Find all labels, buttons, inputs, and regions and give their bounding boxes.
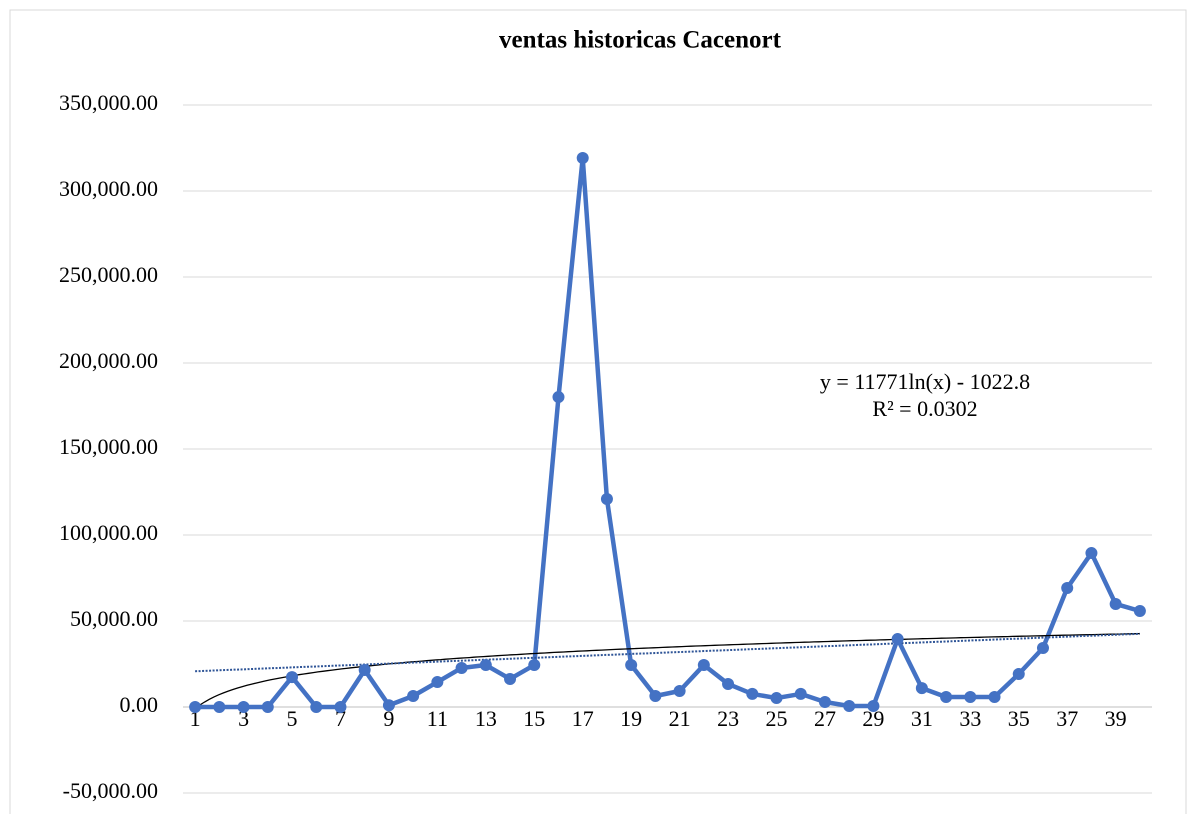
data-point — [770, 692, 783, 705]
x-tick-label: 31 — [911, 706, 933, 731]
data-point — [382, 699, 395, 712]
data-point — [843, 699, 856, 712]
chart-border — [9, 9, 1187, 814]
x-tick-label: 7 — [335, 706, 346, 731]
data-point — [504, 672, 517, 685]
data-point — [818, 696, 831, 709]
x-tick-label: 37 — [1056, 706, 1078, 731]
data-point — [455, 661, 468, 674]
x-tick-label: 29 — [862, 706, 884, 731]
x-tick-label: 15 — [523, 706, 545, 731]
data-point — [915, 682, 928, 695]
trend-equation: y = 11771ln(x) - 1022.8 — [820, 369, 1030, 394]
x-tick-label: 33 — [959, 706, 981, 731]
data-point — [891, 633, 904, 646]
x-tick-label: 9 — [383, 706, 394, 731]
y-tick-label: 150,000.00 — [59, 434, 158, 459]
y-tick-label: 0.00 — [120, 692, 159, 717]
trendline — [195, 632, 1140, 673]
x-tick-label: 11 — [427, 706, 448, 731]
y-tick-label: 350,000.00 — [59, 90, 158, 115]
y-tick-label: 250,000.00 — [59, 262, 158, 287]
trend-r2: R² = 0.0302 — [872, 396, 977, 421]
data-point — [940, 691, 953, 704]
data-point — [1036, 642, 1049, 655]
data-point — [746, 687, 759, 700]
x-tick-label: 5 — [287, 706, 298, 731]
data-point — [794, 687, 807, 700]
data-point — [261, 701, 274, 713]
data-point — [479, 659, 492, 672]
data-point — [528, 659, 541, 672]
data-point — [213, 701, 226, 713]
x-tick-label: 27 — [814, 706, 836, 731]
y-tick-label: 300,000.00 — [59, 176, 158, 201]
y-tick-label: 100,000.00 — [59, 520, 158, 545]
x-tick-label: 39 — [1105, 706, 1127, 731]
y-tick-label: 50,000.00 — [70, 606, 158, 631]
x-tick-label: 23 — [717, 706, 739, 731]
data-point — [237, 701, 250, 713]
data-point — [576, 151, 589, 164]
trendline — [194, 632, 1140, 710]
y-tick-label: -50,000.00 — [63, 778, 158, 803]
chart-title: ventas historicas Cacenort — [499, 27, 782, 54]
data-point — [552, 391, 565, 404]
data-point — [1061, 581, 1074, 594]
x-tick-label: 3 — [238, 706, 249, 731]
data-point — [867, 699, 880, 712]
y-tick-label: 200,000.00 — [59, 348, 158, 373]
data-point — [431, 676, 444, 689]
data-point — [625, 659, 638, 672]
data-point — [358, 664, 371, 677]
x-tick-label: 19 — [620, 706, 642, 731]
data-point — [964, 691, 977, 704]
data-point — [1109, 597, 1122, 610]
data-point — [673, 685, 686, 698]
series-line — [195, 155, 1141, 710]
x-tick-label: 17 — [572, 706, 594, 731]
data-point — [722, 677, 735, 690]
data-point — [600, 493, 613, 506]
data-point — [310, 701, 323, 713]
x-tick-label: 35 — [1008, 706, 1030, 731]
data-point — [286, 671, 299, 684]
x-tick-label: 21 — [669, 706, 691, 731]
data-point — [334, 701, 347, 713]
data-point — [649, 689, 662, 702]
data-point — [189, 701, 202, 713]
data-point — [1012, 667, 1025, 680]
data-point — [988, 691, 1001, 704]
data-point — [697, 659, 710, 672]
data-point — [1133, 605, 1146, 618]
data-point — [1085, 547, 1098, 560]
x-tick-label: 1 — [190, 706, 201, 731]
x-tick-label: 13 — [475, 706, 497, 731]
data-point — [407, 689, 420, 702]
x-tick-label: 25 — [766, 706, 788, 731]
